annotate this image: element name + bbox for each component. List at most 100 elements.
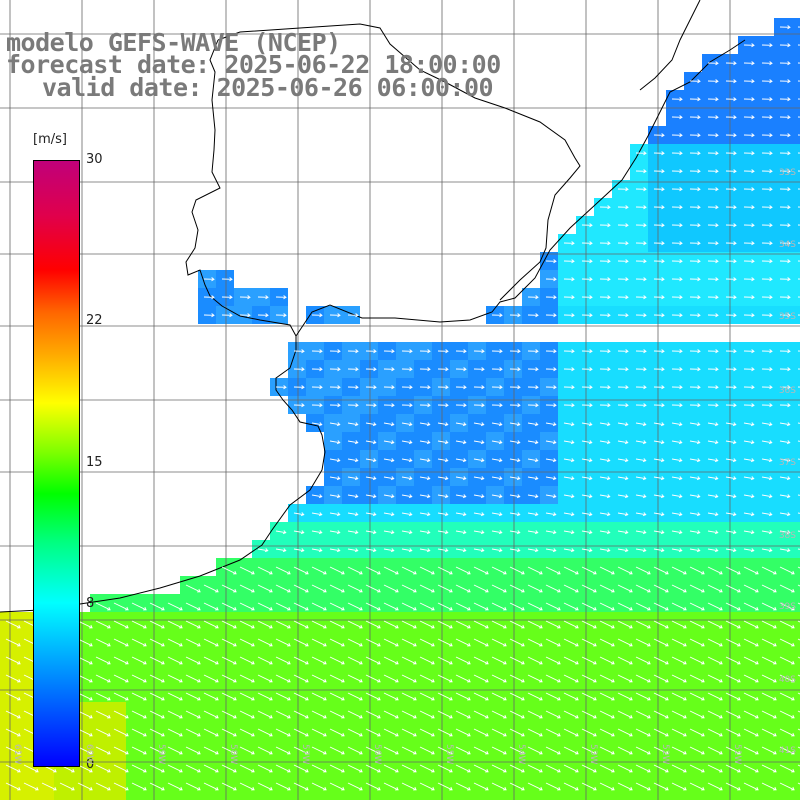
wind-speed-cell [522, 504, 540, 522]
wind-speed-cell [648, 720, 666, 738]
wind-arrow [563, 692, 579, 701]
wind-speed-cell [702, 774, 720, 792]
wind-speed-cell [378, 450, 396, 468]
wind-arrow [743, 692, 759, 701]
wind-arrow [509, 692, 525, 701]
wind-arrow [221, 710, 237, 719]
wind-speed-cell [612, 504, 630, 522]
wind-speed-cell [126, 630, 144, 648]
wind-speed-cell [792, 270, 800, 288]
wind-arrow [5, 728, 21, 737]
wind-arrow [383, 602, 399, 611]
wind-arrow [275, 710, 291, 719]
wind-speed-cell [108, 630, 126, 648]
wind-speed-cell [666, 522, 684, 540]
wind-speed-cell [792, 90, 800, 108]
wind-arrow [743, 367, 755, 372]
wind-speed-cell [540, 792, 558, 800]
wind-arrow [221, 313, 233, 318]
wind-speed-cell [738, 612, 756, 630]
wind-arrow [419, 403, 431, 408]
wind-arrow [599, 602, 615, 611]
wind-arrow [365, 566, 381, 575]
wind-arrow [653, 782, 669, 791]
wind-speed-cell [648, 594, 666, 612]
wind-arrow [581, 476, 593, 481]
wind-speed-cell [738, 522, 756, 540]
wind-arrow [545, 458, 557, 463]
wind-arrow [743, 602, 759, 611]
wind-speed-cell [468, 522, 486, 540]
wind-arrow [131, 638, 147, 647]
wind-speed-cell [630, 774, 648, 792]
wind-speed-cell [612, 792, 630, 800]
wind-arrow [455, 367, 467, 372]
wind-speed-cell [162, 702, 180, 720]
wind-arrow [491, 403, 503, 408]
wind-speed-cell [306, 558, 324, 576]
wind-arrow [401, 385, 413, 390]
wind-speed-cell [450, 666, 468, 684]
wind-speed-cell [0, 612, 18, 630]
wind-speed-cell [90, 684, 108, 702]
wind-arrow [437, 530, 449, 535]
wind-arrow [527, 349, 539, 354]
wind-arrow [581, 512, 593, 517]
wind-speed-cell [792, 180, 800, 198]
wind-arrow [761, 43, 773, 48]
wind-arrow [509, 602, 525, 611]
wind-arrow [149, 674, 165, 683]
wind-speed-cell [252, 558, 270, 576]
wind-arrow [509, 313, 521, 318]
wind-speed-cell [396, 468, 414, 486]
wind-arrow [761, 241, 773, 246]
wind-speed-cell [666, 738, 684, 756]
wind-arrow [5, 710, 21, 719]
wind-arrow [653, 403, 665, 408]
wind-arrow [293, 367, 305, 372]
wind-arrow [401, 512, 413, 517]
wind-speed-cell [450, 792, 468, 800]
wind-arrow [779, 566, 795, 575]
wind-arrow [95, 602, 111, 611]
wind-arrow [527, 674, 543, 683]
wind-arrow [599, 367, 611, 372]
wind-arrow [743, 746, 759, 755]
wind-arrow [779, 728, 795, 737]
wind-arrow [347, 674, 363, 683]
wind-speed-cell [540, 504, 558, 522]
wind-arrow [689, 548, 701, 553]
wind-arrow [743, 97, 755, 102]
wind-arrow [437, 620, 453, 629]
wind-arrow [671, 566, 687, 575]
wind-speed-cell [630, 648, 648, 666]
wind-arrow [545, 566, 561, 575]
wind-speed-cell [666, 630, 684, 648]
wind-speed-cell [18, 792, 36, 800]
wind-speed-cell [414, 504, 432, 522]
wind-speed-cell [792, 504, 800, 522]
wind-speed-cell [558, 612, 576, 630]
wind-arrow [653, 187, 665, 192]
wind-speed-cell [648, 666, 666, 684]
wind-speed-cell [144, 738, 162, 756]
wind-arrow [275, 313, 287, 318]
wind-arrow [455, 746, 471, 755]
wind-speed-cell [396, 612, 414, 630]
wind-arrow [707, 79, 719, 84]
wind-speed-cell [234, 756, 252, 774]
wind-arrow [239, 566, 255, 575]
wind-speed-cell [756, 792, 774, 800]
wind-speed-cell [252, 720, 270, 738]
wind-arrow [725, 367, 737, 372]
wind-speed-cell [342, 468, 360, 486]
wind-arrow [725, 440, 737, 445]
wind-speed-cell [630, 594, 648, 612]
wind-arrow [113, 710, 129, 719]
wind-arrow [617, 476, 629, 481]
wind-arrow [329, 512, 341, 517]
wind-arrow [311, 313, 323, 318]
wind-arrow [599, 277, 611, 282]
wind-speed-cell [414, 450, 432, 468]
wind-arrow [779, 494, 791, 499]
